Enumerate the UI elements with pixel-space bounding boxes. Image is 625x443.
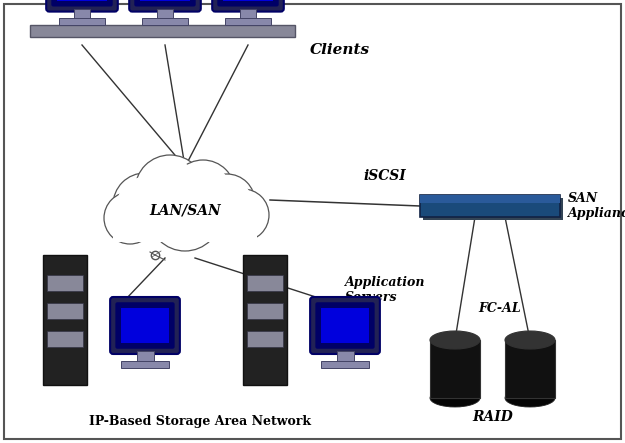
Text: SAN
Appliance: SAN Appliance: [568, 192, 625, 220]
Text: FC-AL: FC-AL: [479, 302, 521, 315]
Text: IP-Based Storage Area Network: IP-Based Storage Area Network: [89, 415, 311, 428]
FancyBboxPatch shape: [136, 351, 154, 361]
FancyBboxPatch shape: [30, 25, 295, 37]
FancyBboxPatch shape: [247, 331, 283, 347]
FancyBboxPatch shape: [129, 0, 201, 12]
Circle shape: [149, 179, 221, 251]
Circle shape: [171, 160, 235, 224]
FancyBboxPatch shape: [134, 0, 196, 7]
Circle shape: [217, 189, 269, 241]
Text: iSCSI: iSCSI: [364, 169, 406, 183]
FancyBboxPatch shape: [217, 0, 279, 7]
Circle shape: [139, 159, 201, 221]
FancyBboxPatch shape: [57, 0, 108, 1]
FancyBboxPatch shape: [336, 351, 354, 361]
Ellipse shape: [505, 389, 555, 407]
FancyBboxPatch shape: [139, 0, 191, 1]
Circle shape: [220, 192, 266, 238]
Circle shape: [117, 177, 173, 233]
Ellipse shape: [109, 171, 261, 249]
Circle shape: [107, 195, 153, 241]
Bar: [112, 208, 258, 241]
FancyBboxPatch shape: [47, 331, 83, 347]
Ellipse shape: [430, 389, 480, 407]
FancyBboxPatch shape: [46, 0, 118, 12]
Circle shape: [113, 173, 177, 237]
FancyBboxPatch shape: [420, 195, 560, 203]
FancyBboxPatch shape: [74, 8, 90, 19]
FancyBboxPatch shape: [310, 297, 380, 354]
FancyBboxPatch shape: [243, 255, 287, 385]
FancyBboxPatch shape: [316, 302, 374, 349]
Text: LAN/SAN: LAN/SAN: [149, 203, 221, 217]
Circle shape: [135, 155, 205, 225]
FancyBboxPatch shape: [121, 361, 169, 368]
FancyBboxPatch shape: [142, 19, 188, 25]
FancyBboxPatch shape: [59, 19, 105, 25]
Text: Clients: Clients: [310, 43, 370, 57]
FancyBboxPatch shape: [47, 303, 83, 319]
FancyBboxPatch shape: [121, 307, 169, 343]
FancyBboxPatch shape: [213, 0, 284, 12]
Circle shape: [153, 183, 217, 247]
FancyBboxPatch shape: [222, 0, 273, 1]
FancyBboxPatch shape: [47, 275, 83, 291]
FancyBboxPatch shape: [157, 8, 173, 19]
Text: RAID: RAID: [472, 410, 513, 424]
Text: Application
Servers: Application Servers: [345, 276, 426, 304]
Circle shape: [199, 174, 255, 230]
FancyBboxPatch shape: [247, 303, 283, 319]
FancyBboxPatch shape: [51, 0, 112, 7]
Circle shape: [104, 192, 156, 244]
Circle shape: [202, 177, 252, 227]
Bar: [430, 340, 480, 398]
Ellipse shape: [505, 331, 555, 349]
FancyBboxPatch shape: [420, 195, 560, 217]
FancyBboxPatch shape: [423, 198, 563, 220]
FancyBboxPatch shape: [321, 361, 369, 368]
FancyBboxPatch shape: [321, 307, 369, 343]
FancyBboxPatch shape: [4, 4, 621, 439]
Circle shape: [175, 164, 231, 220]
FancyBboxPatch shape: [43, 255, 87, 385]
Ellipse shape: [430, 331, 480, 349]
Bar: [505, 340, 555, 398]
FancyBboxPatch shape: [240, 8, 256, 19]
FancyBboxPatch shape: [225, 19, 271, 25]
FancyBboxPatch shape: [110, 297, 180, 354]
FancyBboxPatch shape: [116, 302, 174, 349]
FancyBboxPatch shape: [247, 275, 283, 291]
